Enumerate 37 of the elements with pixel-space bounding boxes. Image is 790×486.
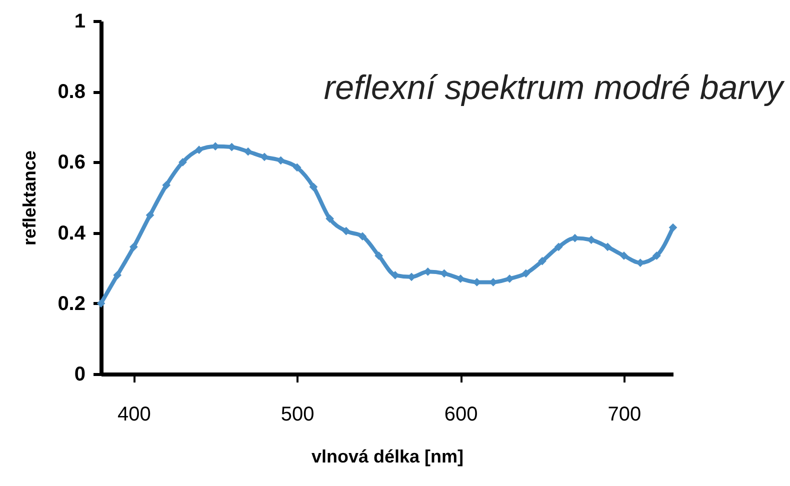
point: [96, 299, 106, 308]
y-tick-label: 0.6: [58, 152, 86, 174]
point: [440, 269, 448, 278]
y-tick-label: 0.2: [58, 292, 86, 315]
point: [668, 223, 678, 232]
x-tick-label: 700: [608, 404, 642, 426]
point: [538, 256, 546, 266]
point: [620, 252, 628, 260]
point: [326, 214, 334, 223]
point: [276, 156, 285, 165]
point: [522, 269, 530, 278]
y-tick-label: 0: [74, 364, 86, 386]
point: [390, 270, 400, 280]
point: [113, 270, 122, 280]
point: [358, 232, 367, 241]
y-tick-label: 0.4: [58, 222, 86, 244]
point: [309, 182, 318, 192]
point: [342, 226, 350, 236]
y-axis-title: reflektance: [20, 150, 40, 246]
x-tick-label: 600: [444, 404, 478, 426]
x-tick-label: 500: [280, 404, 314, 426]
point: [374, 252, 384, 260]
text: reflexní spektrum modré barvy: [324, 69, 785, 107]
x-axis-title: vlnová délka [nm]: [311, 446, 464, 466]
point: [603, 242, 612, 252]
point: [162, 180, 171, 190]
point: [146, 210, 154, 220]
y-tick-label: 1: [74, 10, 86, 32]
point: [244, 147, 252, 156]
x-tick-label: 400: [118, 404, 151, 426]
point: [194, 146, 204, 154]
point: [554, 242, 563, 252]
point: [178, 158, 187, 166]
y-tick-label: 0.8: [58, 81, 86, 104]
point: [130, 242, 138, 252]
point: [292, 163, 302, 172]
point: [652, 252, 661, 260]
